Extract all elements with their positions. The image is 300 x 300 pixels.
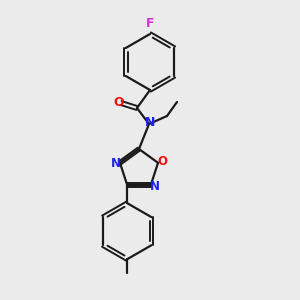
- Text: N: N: [111, 157, 121, 170]
- Text: N: N: [150, 180, 160, 193]
- Text: O: O: [114, 95, 124, 109]
- Text: F: F: [146, 17, 154, 30]
- Text: O: O: [157, 155, 167, 168]
- Text: N: N: [145, 116, 155, 130]
